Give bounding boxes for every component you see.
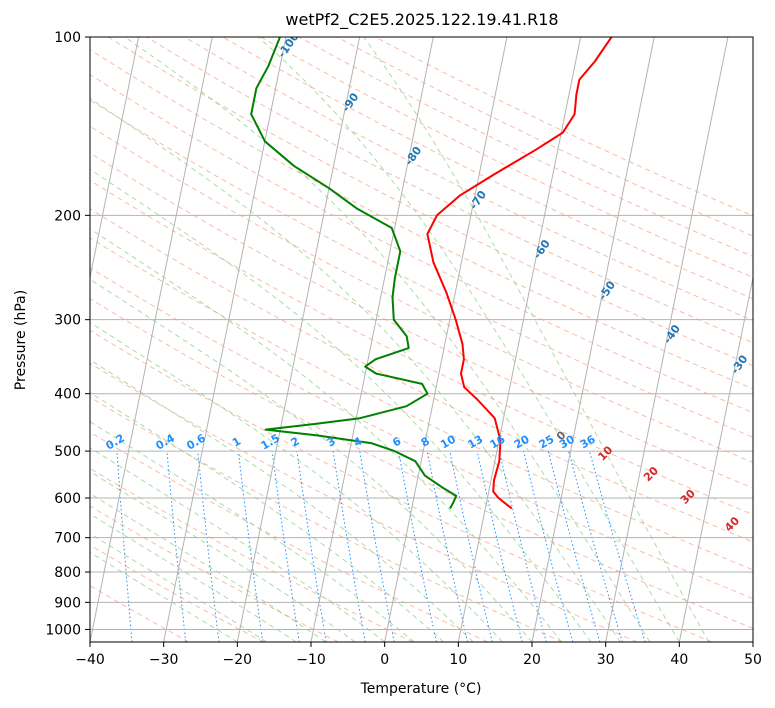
mixing-ratio-line — [271, 451, 300, 642]
pressure-gridlines — [90, 37, 753, 630]
mixing-ratio-line — [547, 450, 601, 642]
y-tick-label: 100 — [54, 30, 81, 46]
mixing-ratio-line — [398, 451, 437, 642]
moist-adiabat — [90, 321, 503, 642]
y-tick-label: 900 — [54, 595, 81, 611]
moist-adiabat — [90, 392, 444, 642]
y-tick-label: 1000 — [45, 622, 81, 638]
moist-adiabat — [90, 228, 562, 642]
dry-adiabat — [184, 37, 753, 321]
y-tick-label: 200 — [54, 208, 81, 224]
dry-adiabat — [90, 467, 414, 642]
dry-adiabat — [90, 329, 712, 642]
moist-adiabat — [90, 421, 415, 642]
isotherm-line — [678, 274, 753, 642]
mixing-ratio-line — [166, 451, 187, 642]
isotherm-line — [90, 37, 213, 642]
isotherm-line — [384, 37, 508, 642]
mixing-ratio-line — [476, 450, 523, 642]
moist-adiabat — [90, 97, 621, 642]
y-axis-label: Pressure (hPa) — [13, 290, 29, 390]
moist-adiabat — [257, 37, 680, 642]
dewpoint-profile — [250, 37, 458, 509]
plot-frame — [89, 36, 754, 643]
mixing-ratio-line — [523, 450, 574, 642]
y-tick-label: 400 — [54, 387, 81, 403]
isotherm-line — [457, 37, 582, 642]
chart-title: wetPf2_C2E5.2025.122.19.41.R18 — [285, 10, 558, 30]
moist-adiabat — [90, 470, 356, 642]
x-tick-label: −30 — [149, 652, 179, 668]
dry-adiabat — [90, 396, 563, 642]
moist-adiabat — [90, 359, 474, 642]
dry-adiabat — [90, 237, 753, 571]
dry-adiabat — [90, 505, 339, 642]
moist-adiabats — [90, 37, 710, 642]
dry-adiabat — [90, 152, 753, 489]
x-tick-label: 40 — [670, 652, 688, 668]
dry-adiabat — [90, 125, 753, 463]
isotherm-line — [605, 37, 729, 642]
mixing-ratio-line — [426, 451, 468, 642]
mixing-ratio-line — [296, 451, 327, 642]
profile-lines — [250, 37, 613, 510]
dry-adiabat — [107, 37, 753, 367]
x-tick-label: 20 — [523, 652, 541, 668]
isotherm-line — [163, 37, 287, 642]
dry-adiabat — [90, 208, 753, 543]
x-tick-label: 0 — [380, 652, 389, 668]
moist-adiabat — [90, 278, 533, 642]
mixing-ratio-line — [589, 450, 646, 642]
y-tick-label: 600 — [54, 491, 81, 507]
y-tick-label: 300 — [54, 313, 81, 329]
isotherm-line — [236, 37, 361, 642]
plot-area: -100-90-80-70-60-50-40-30-20-100.10.20.4… — [90, 37, 753, 642]
moist-adiabat — [90, 492, 326, 642]
moist-adiabat — [124, 37, 651, 642]
x-axis-label: Temperature (°C) — [360, 681, 482, 697]
axis-ticks: −40 −30 −20 −10 0 10 20 30 40 50 100 200 300 400 500 60… — [45, 30, 762, 668]
x-tick-label: 50 — [744, 652, 762, 668]
mixing-ratio-line — [498, 450, 547, 642]
skewed-isotherms — [90, 37, 753, 642]
x-tick-label: 30 — [597, 652, 615, 668]
dry-adiabat — [90, 73, 753, 414]
dry-adiabat — [90, 585, 190, 642]
isotherm-line — [310, 37, 434, 642]
dry-adiabat — [90, 362, 638, 642]
mixing-ratio-line — [237, 451, 264, 642]
x-tick-label: −20 — [223, 652, 253, 668]
x-tick-label: 10 — [449, 652, 467, 668]
y-tick-label: 500 — [54, 444, 81, 460]
moist-adiabat — [90, 168, 592, 642]
dry-adiabat — [90, 267, 753, 600]
dry-adiabats — [90, 37, 753, 642]
dry-adiabat — [90, 298, 753, 629]
moist-adiabat — [363, 37, 710, 642]
temperature-profile — [426, 37, 613, 510]
x-tick-label: −40 — [75, 652, 105, 668]
isotherm-line — [90, 37, 140, 281]
y-tick-label: 700 — [54, 531, 81, 547]
x-tick-label: −10 — [296, 652, 326, 668]
isotherm-line — [531, 37, 655, 642]
mixing-ratio-line — [568, 450, 623, 642]
mixing-ratio-line — [197, 451, 220, 642]
dry-adiabat — [90, 179, 753, 516]
y-tick-label: 800 — [54, 565, 81, 581]
